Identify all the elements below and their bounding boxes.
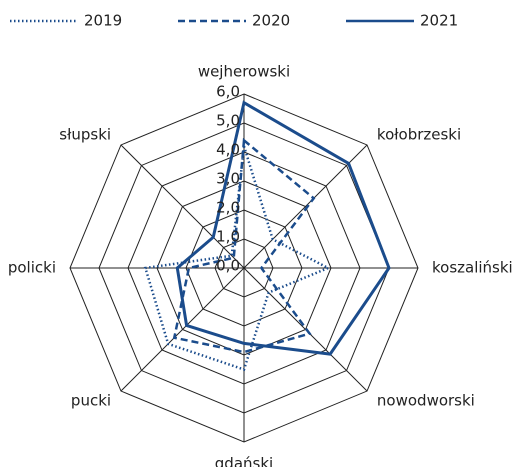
y-tick-label: 5,0 — [216, 112, 240, 130]
category-label: wejherowski — [198, 63, 290, 81]
y-tick-label: 1,0 — [216, 228, 240, 246]
category-label: słupski — [59, 126, 111, 144]
category-label: kołobrzeski — [377, 126, 461, 144]
spoke — [120, 144, 245, 269]
y-tick-label: 2,0 — [216, 199, 240, 217]
legend-label: 2019 — [84, 12, 122, 30]
series-line — [175, 100, 391, 356]
y-tick-label: 0,0 — [216, 257, 240, 275]
spoke — [243, 144, 368, 269]
series-line — [143, 145, 332, 372]
legend-label: 2021 — [420, 12, 458, 30]
y-tick-label: 6,0 — [216, 83, 240, 101]
category-label: nowodworski — [377, 391, 475, 409]
category-label: koszaliński — [432, 259, 513, 277]
category-label: pucki — [71, 391, 111, 409]
y-tick-label: 3,0 — [216, 170, 240, 188]
category-label: policki — [8, 259, 56, 277]
spoke — [120, 267, 245, 392]
y-tick-label: 4,0 — [216, 141, 240, 159]
category-label: gdański — [215, 455, 273, 467]
series-line — [172, 137, 316, 354]
legend-label: 2020 — [252, 12, 290, 30]
